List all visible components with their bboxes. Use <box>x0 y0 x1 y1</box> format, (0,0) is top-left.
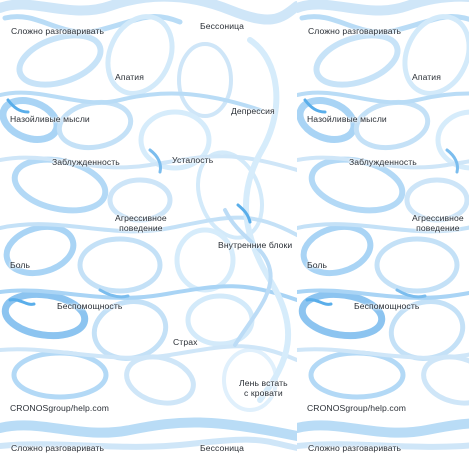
label-len: Лень встать с кровати <box>239 378 288 398</box>
label-site: CRONOSgroup/help.com <box>10 403 109 413</box>
label-bessonitsa: Бессоница <box>200 21 245 31</box>
label-nazoylivye-r: Назойливые мысли <box>307 114 387 124</box>
label-agressivnoe-r: Агрессивное поведение <box>412 213 464 233</box>
label-zabluzhdennost: Заблужденность <box>52 157 120 167</box>
label-apatiya: Апатия <box>115 72 144 82</box>
label-agressivnoe: Агрессивное поведение <box>115 213 167 233</box>
label-bessonitsa-repeat: Бессоница <box>200 443 245 453</box>
label-bespomoshchnost: Беспомощность <box>57 301 123 311</box>
label-apatiya-r: Апатия <box>412 72 441 82</box>
label-slozhno-repeat: Сложно разговаривать <box>11 443 105 453</box>
glass-network-graphic <box>0 0 297 451</box>
label-bespomoshchnost-r: Беспомощность <box>354 301 420 311</box>
label-bol-r: Боль <box>307 260 328 270</box>
label-bol: Боль <box>10 260 31 270</box>
label-depressiya: Депрессия <box>231 106 275 116</box>
label-site-r: CRONOSgroup/help.com <box>307 403 406 413</box>
label-vnutrennie: Внутренние блоки <box>218 240 293 250</box>
pattern-tile-right <box>297 0 469 452</box>
label-strakh: Страх <box>173 337 198 347</box>
glass-network-graphic-repeat <box>297 0 469 450</box>
pattern-tile-left <box>0 0 297 451</box>
label-zabluzhdennost-r: Заблужденность <box>349 157 417 167</box>
label-slozhno-r: Сложно разговаривать <box>308 26 402 36</box>
label-nazoylivye: Назойливые мысли <box>10 114 90 124</box>
label-slozhno-repeat-r: Сложно разговаривать <box>308 443 402 453</box>
label-ustalost: Усталость <box>172 155 214 165</box>
label-slozhno: Сложно разговаривать <box>11 26 105 36</box>
